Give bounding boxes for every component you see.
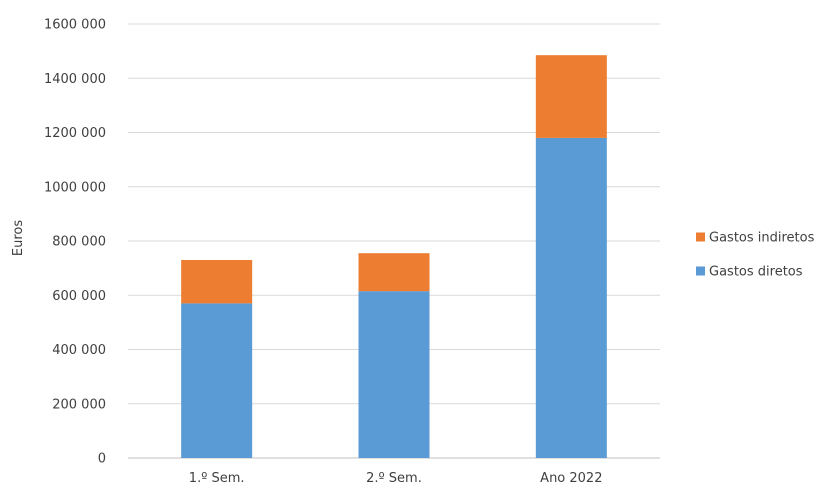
y-tick-label: 200 000 <box>52 397 106 412</box>
y-axis-title: Euros <box>11 220 26 256</box>
legend-swatch <box>696 232 705 242</box>
legend-label: Gastos diretos <box>709 265 803 280</box>
legend-swatch <box>696 266 705 276</box>
x-tick-label: 2.º Sem. <box>366 471 422 486</box>
y-tick-label: 1200 000 <box>44 126 106 141</box>
legend: Gastos indiretos Gastos diretos <box>696 231 815 280</box>
y-tick-label: 600 000 <box>52 289 106 304</box>
y-tick-label: 1400 000 <box>44 72 106 87</box>
y-tick-label: 1000 000 <box>44 180 106 195</box>
bar-gastos-diretos <box>358 291 430 458</box>
y-tick-label: 0 <box>98 452 106 467</box>
bar-gastos-diretos <box>181 303 253 458</box>
y-tick-label: 800 000 <box>52 235 106 250</box>
y-tick-label: 400 000 <box>52 343 106 358</box>
bar-gastos-indiretos <box>358 253 430 292</box>
x-axis-ticks: 1.º Sem. 2.º Sem. Ano 2022 <box>189 471 603 486</box>
bar-gastos-indiretos <box>181 259 253 304</box>
x-tick-label: 1.º Sem. <box>189 471 245 486</box>
y-tick-label: 1600 000 <box>44 18 106 33</box>
bar-gastos-indiretos <box>535 55 607 138</box>
bars <box>181 55 607 459</box>
y-axis-ticks: 0 200 000 400 000 600 000 800 000 1000 000 120… <box>44 18 106 467</box>
bar-gastos-diretos <box>535 137 607 459</box>
legend-label: Gastos indiretos <box>709 231 815 246</box>
x-tick-label: Ano 2022 <box>540 471 602 486</box>
